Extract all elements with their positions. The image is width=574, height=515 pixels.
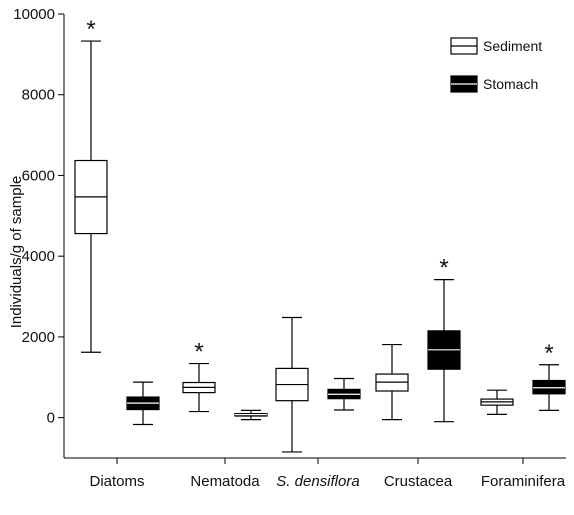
x-category-label: Crustacea — [384, 473, 453, 490]
x-category-label: S. densiflora — [276, 473, 359, 490]
box-stomach — [532, 379, 566, 395]
x-category-label: Diatoms — [89, 473, 144, 490]
y-tick-label: 6000 — [22, 167, 55, 184]
significance-marker: * — [544, 340, 553, 367]
y-axis-title: Individuals/g of sample — [8, 176, 25, 329]
y-tick-label: 8000 — [22, 87, 55, 104]
significance-marker: * — [86, 16, 95, 43]
y-tick-label: 2000 — [22, 329, 55, 346]
significance-marker: * — [439, 255, 448, 282]
legend-label: Stomach — [483, 76, 538, 92]
legend-label: Sediment — [483, 38, 542, 54]
y-tick-label: 0 — [47, 410, 55, 427]
significance-marker: * — [194, 339, 203, 366]
x-category-label: Foraminifera — [481, 473, 566, 490]
x-category-label: Nematoda — [190, 473, 260, 490]
y-tick-label: 10000 — [13, 6, 55, 23]
y-tick-label: 4000 — [22, 248, 55, 265]
